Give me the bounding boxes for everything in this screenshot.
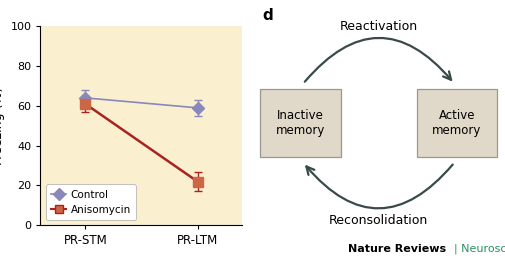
FancyBboxPatch shape bbox=[260, 89, 341, 157]
FancyArrowPatch shape bbox=[305, 38, 451, 82]
Text: | Neuroscience: | Neuroscience bbox=[454, 244, 505, 254]
Y-axis label: Freezing (%): Freezing (%) bbox=[0, 87, 5, 165]
Text: Reconsolidation: Reconsolidation bbox=[329, 214, 428, 227]
Text: d: d bbox=[263, 8, 273, 23]
Text: Inactive
memory: Inactive memory bbox=[276, 109, 325, 137]
Text: Reactivation: Reactivation bbox=[340, 20, 418, 33]
Text: Nature Reviews: Nature Reviews bbox=[348, 244, 446, 254]
FancyArrowPatch shape bbox=[307, 165, 452, 208]
Legend: Control, Anisomycin: Control, Anisomycin bbox=[45, 184, 136, 220]
FancyBboxPatch shape bbox=[417, 89, 497, 157]
Text: Active
memory: Active memory bbox=[432, 109, 482, 137]
